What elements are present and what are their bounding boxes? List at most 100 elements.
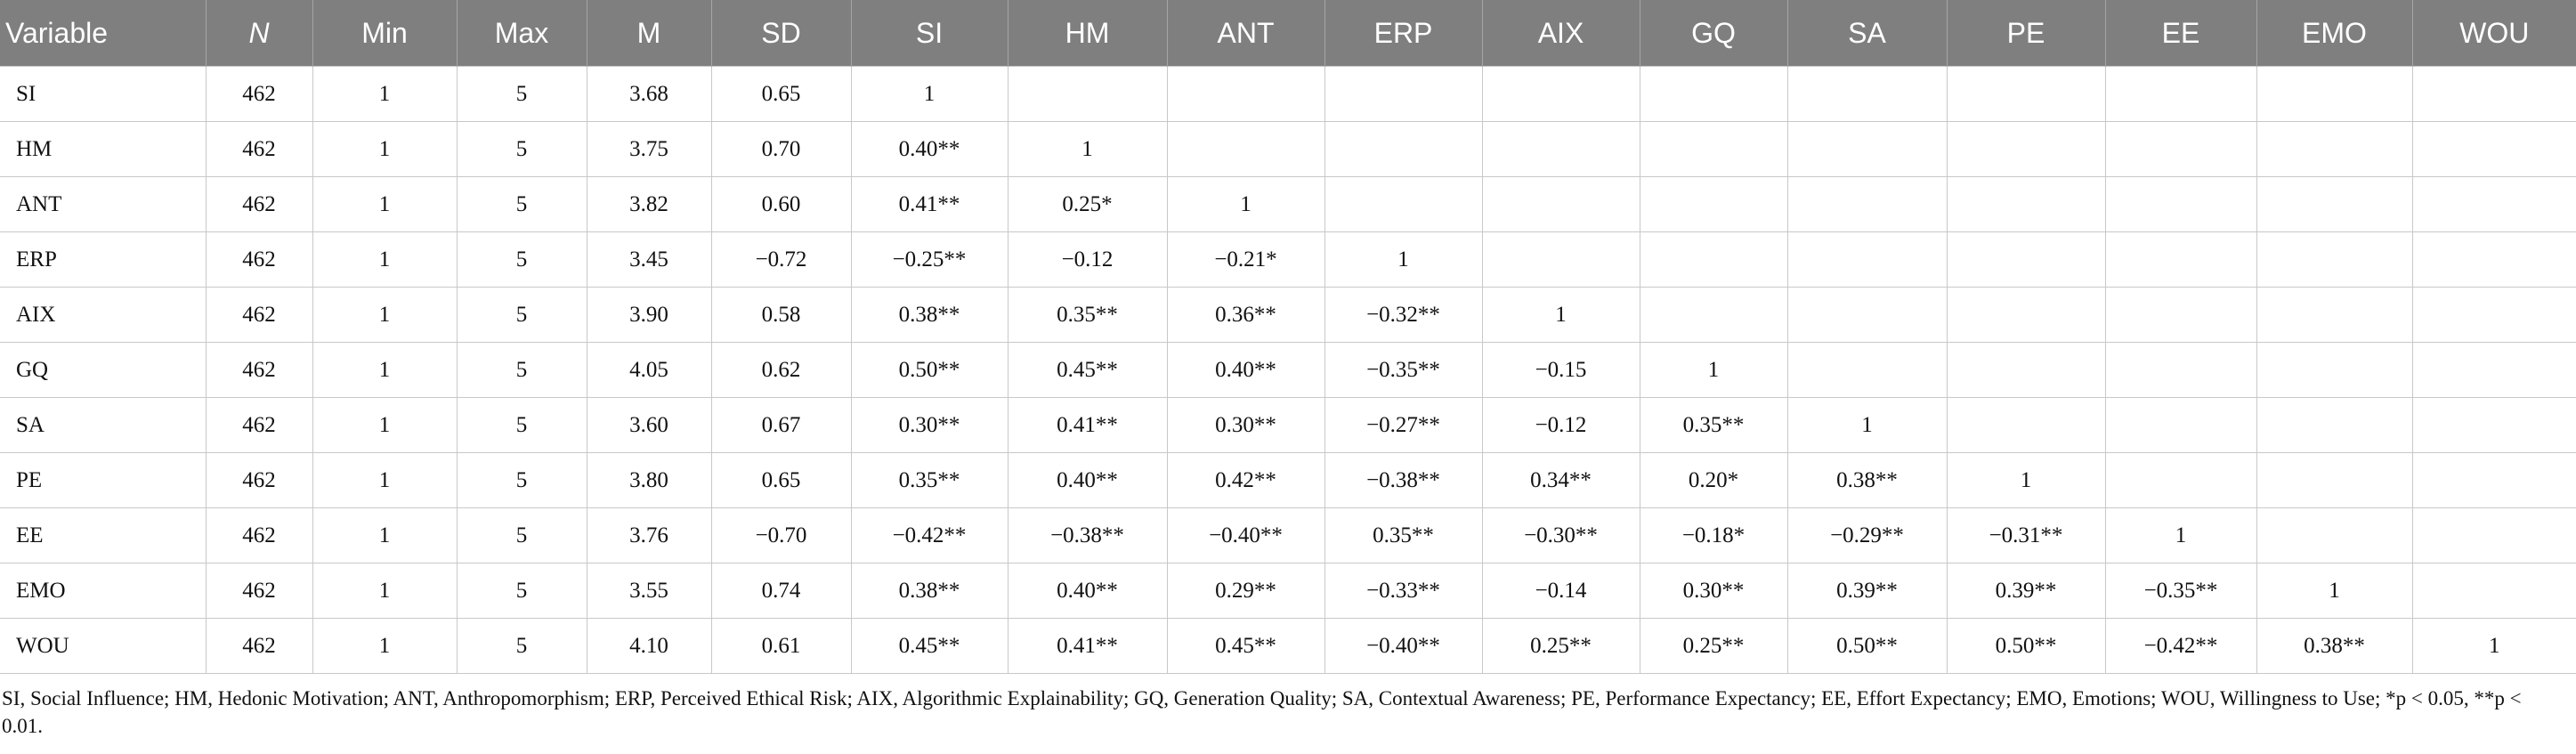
cell bbox=[1946, 397, 2106, 453]
cell: 462 bbox=[205, 287, 313, 343]
cell bbox=[1946, 231, 2106, 288]
header-cell: SA bbox=[1786, 0, 1947, 67]
row: EE 462 1 5 3.76 −0.70 −0.42** −0.38** −0.40** 0.3… bbox=[0, 507, 2576, 563]
cell bbox=[1481, 231, 1640, 288]
cell bbox=[1946, 342, 2106, 398]
header-cell: Variable bbox=[0, 0, 206, 67]
header-cell: EMO bbox=[2256, 0, 2412, 67]
cell bbox=[2411, 397, 2576, 453]
cell bbox=[2411, 507, 2576, 563]
cell: 0.50** bbox=[850, 342, 1009, 398]
cell: −0.21* bbox=[1166, 231, 1325, 288]
cell: −0.35** bbox=[2104, 563, 2257, 619]
row: GQ 462 1 5 4.05 0.62 0.50** 0.45** 0.40** −0.35**… bbox=[0, 342, 2576, 398]
cell: −0.29** bbox=[1786, 507, 1948, 563]
cell: 462 bbox=[205, 176, 313, 232]
cell: 0.50** bbox=[1946, 618, 2106, 674]
header-cell: GQ bbox=[1639, 0, 1787, 67]
cell: 0.45** bbox=[1166, 618, 1325, 674]
cell: 1 bbox=[312, 121, 458, 177]
cell: −0.42** bbox=[850, 507, 1009, 563]
cell bbox=[2104, 66, 2257, 122]
cell bbox=[1481, 176, 1640, 232]
cell: −0.31** bbox=[1946, 507, 2106, 563]
cell: 1 bbox=[2256, 563, 2413, 619]
cell bbox=[1786, 176, 1948, 232]
cell: 462 bbox=[205, 66, 313, 122]
cell bbox=[1166, 66, 1325, 122]
row: EMO 462 1 5 3.55 0.74 0.38** 0.40** 0.29** −0.33*… bbox=[0, 563, 2576, 619]
cell: 3.80 bbox=[586, 452, 712, 508]
cell bbox=[1786, 231, 1948, 288]
cell bbox=[2411, 121, 2576, 177]
cell: 5 bbox=[456, 507, 587, 563]
cell bbox=[1481, 66, 1640, 122]
cell: 4.05 bbox=[586, 342, 712, 398]
cell: HM bbox=[0, 121, 207, 177]
cell: −0.38** bbox=[1007, 507, 1168, 563]
cell: −0.30** bbox=[1481, 507, 1640, 563]
cell: SA bbox=[0, 397, 207, 453]
row: SI 462 1 5 3.68 0.65 1 bbox=[0, 66, 2576, 122]
cell: 462 bbox=[205, 231, 313, 288]
cell: 0.25* bbox=[1007, 176, 1168, 232]
cell: 1 bbox=[850, 66, 1009, 122]
cell: 0.20* bbox=[1639, 452, 1788, 508]
cell: 0.41** bbox=[1007, 618, 1168, 674]
cell bbox=[2256, 507, 2413, 563]
cell bbox=[1639, 287, 1788, 343]
header-cell: M bbox=[586, 0, 711, 67]
cell: 5 bbox=[456, 121, 587, 177]
cell: 462 bbox=[205, 618, 313, 674]
cell bbox=[2411, 287, 2576, 343]
cell: −0.42** bbox=[2104, 618, 2257, 674]
cell: 1 bbox=[312, 66, 458, 122]
cell: 1 bbox=[1324, 231, 1483, 288]
cell bbox=[2256, 342, 2413, 398]
cell: 3.68 bbox=[586, 66, 712, 122]
cell bbox=[2411, 176, 2576, 232]
cell: 3.76 bbox=[586, 507, 712, 563]
cell: SI bbox=[0, 66, 207, 122]
cell: 3.60 bbox=[586, 397, 712, 453]
cell: 0.30** bbox=[850, 397, 1009, 453]
cell: −0.25** bbox=[850, 231, 1009, 288]
cell: 1 bbox=[312, 563, 458, 619]
cell: 462 bbox=[205, 507, 313, 563]
header-cell: PE bbox=[1946, 0, 2105, 67]
cell: 0.30** bbox=[1639, 563, 1788, 619]
cell bbox=[2411, 563, 2576, 619]
cell: 0.35** bbox=[850, 452, 1009, 508]
cell: 5 bbox=[456, 66, 587, 122]
cell: 1 bbox=[312, 287, 458, 343]
cell: 5 bbox=[456, 397, 587, 453]
cell: PE bbox=[0, 452, 207, 508]
cell bbox=[1166, 121, 1325, 177]
row: WOU 462 1 5 4.10 0.61 0.45** 0.41** 0.45** −0.40*… bbox=[0, 618, 2576, 674]
cell: 1 bbox=[2411, 618, 2576, 674]
cell: 5 bbox=[456, 618, 587, 674]
cell: 1 bbox=[312, 231, 458, 288]
header-row: Variable N Min Max M SD SI HM ANT ERP AIX GQ SA PE EE E… bbox=[0, 0, 2576, 67]
cell: 0.41** bbox=[1007, 397, 1168, 453]
cell: 0.38** bbox=[850, 563, 1009, 619]
header-cell: WOU bbox=[2411, 0, 2576, 67]
cell: 5 bbox=[456, 176, 587, 232]
cell: 0.62 bbox=[710, 342, 852, 398]
cell: 5 bbox=[456, 287, 587, 343]
cell bbox=[2256, 231, 2413, 288]
cell bbox=[2256, 397, 2413, 453]
cell bbox=[2256, 176, 2413, 232]
cell: 0.61 bbox=[710, 618, 852, 674]
header-cell: HM bbox=[1007, 0, 1167, 67]
cell: 1 bbox=[312, 452, 458, 508]
cell: 1 bbox=[1481, 287, 1640, 343]
cell bbox=[2256, 287, 2413, 343]
cell: ANT bbox=[0, 176, 207, 232]
footnote: SI, Social Influence; HM, Hedonic Motiva… bbox=[2, 687, 2522, 737]
cell bbox=[1786, 121, 1948, 177]
cell: 0.40** bbox=[1007, 452, 1168, 508]
cell: 0.45** bbox=[850, 618, 1009, 674]
cell: 0.50** bbox=[1786, 618, 1948, 674]
